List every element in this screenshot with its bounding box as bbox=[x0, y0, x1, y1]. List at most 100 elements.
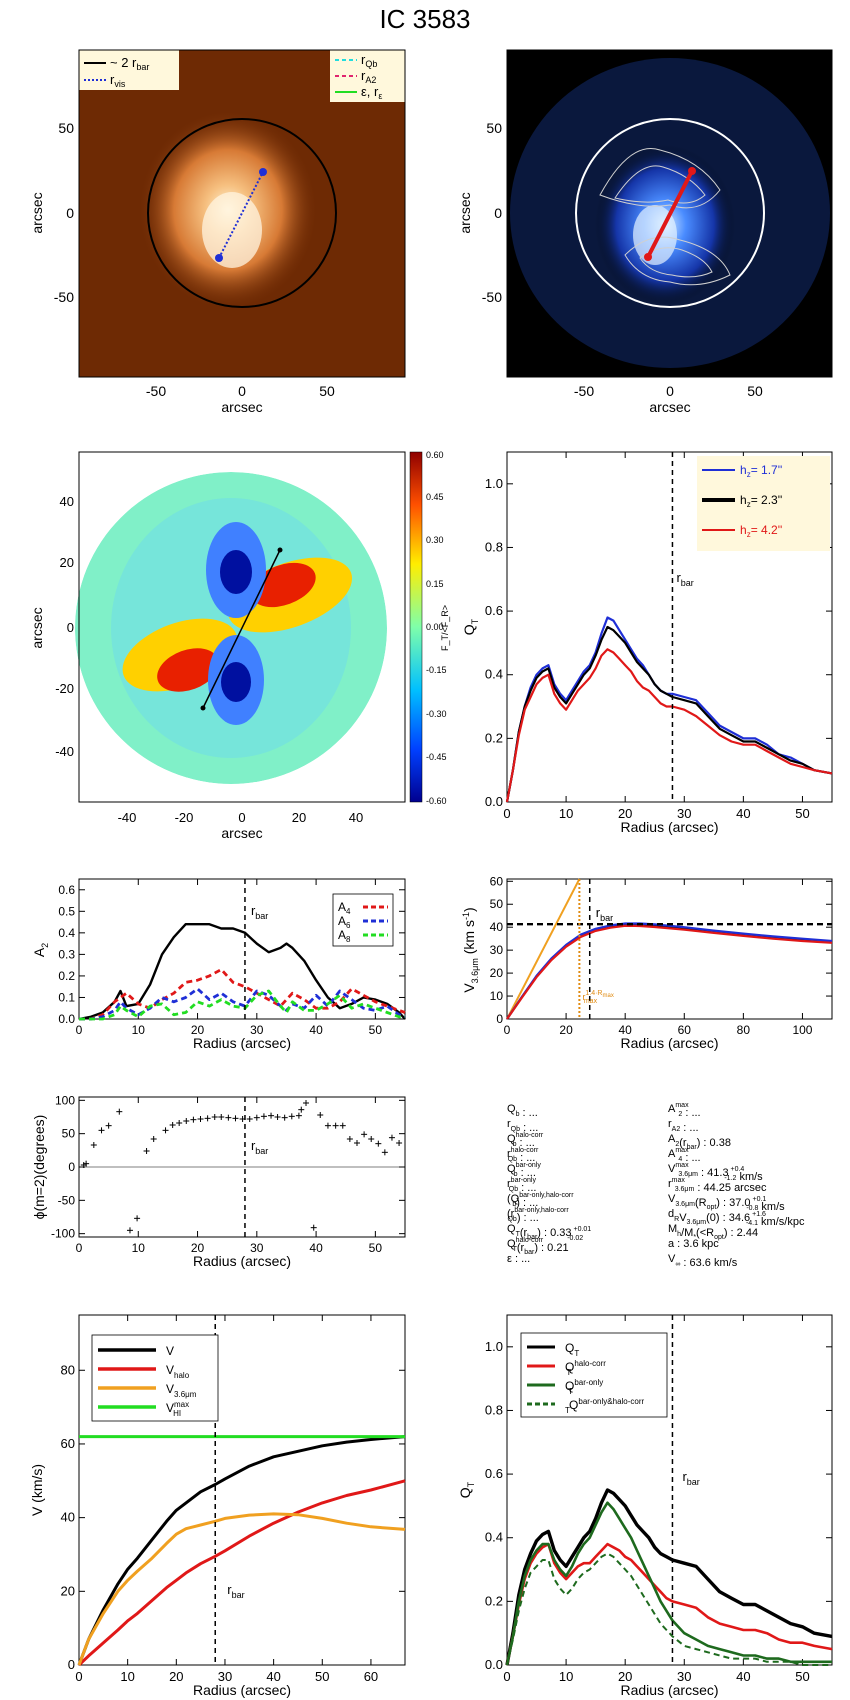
legend-label-sub: 8 bbox=[346, 935, 351, 944]
parameter-arg-sub: opt bbox=[714, 1234, 724, 1241]
rvis-endpoint bbox=[215, 254, 223, 262]
y-tick-label: 0.0 bbox=[485, 1657, 503, 1672]
parameter-name: Q bbox=[507, 1163, 516, 1175]
x-tick-label: 50 bbox=[369, 1241, 383, 1255]
parameter-error-down: -0.02 bbox=[567, 1235, 583, 1242]
colorbar-label: F_T/<F_R> bbox=[440, 605, 450, 651]
legend-label-main: h bbox=[740, 493, 747, 507]
two-rbar-circle bbox=[575, 118, 765, 308]
data-point bbox=[246, 1116, 253, 1122]
rbar-label-sub: bar bbox=[600, 913, 613, 923]
parameter-arg: ) bbox=[537, 1227, 541, 1239]
colorbar-tick: -0.45 bbox=[426, 752, 447, 762]
rbar-label: rbar bbox=[251, 1138, 268, 1156]
data-point bbox=[295, 1112, 302, 1119]
legend-label-main: A bbox=[338, 914, 346, 928]
parameter-row: (Qbar-only,halo-corr b) : ... bbox=[507, 1192, 574, 1209]
parameter-row: Qhalo-corr b : ... bbox=[507, 1132, 544, 1149]
parameter-value: : ... bbox=[680, 1122, 698, 1134]
x-tick-label: 30 bbox=[250, 1023, 264, 1037]
legend-label-sup: halo-corr bbox=[574, 1359, 606, 1368]
panel-qt-corrections: 0 10 20 30 40 50 0.0 0.2 0.4 0.6 0.8 1.0 Radius (arc… bbox=[457, 1314, 833, 1698]
colorbar-tick: -0.15 bbox=[426, 665, 447, 675]
legend-box-left: ~ 2 rbar rvis bbox=[79, 50, 179, 90]
axes-frame bbox=[506, 878, 833, 1020]
parameter-value: : 63.6 km/s bbox=[680, 1257, 737, 1269]
y-tick-label: 0 bbox=[68, 1657, 75, 1672]
x-tick-label: 80 bbox=[737, 1023, 751, 1037]
x-axis-label: Radius (arcsec) bbox=[193, 1253, 291, 1269]
x-tick-label: 0 bbox=[238, 810, 245, 825]
parameter-arg: ) bbox=[534, 1242, 538, 1254]
parameter-value: : ... bbox=[512, 1253, 530, 1265]
parameter-row: rbar-only Qb : ... bbox=[507, 1177, 536, 1194]
parameter-arg: (r bbox=[517, 1242, 525, 1254]
x-tick-label: 60 bbox=[364, 1669, 378, 1684]
x-tick-label: 60 bbox=[678, 1023, 692, 1037]
data-point bbox=[310, 1224, 317, 1231]
legend-label-main: Q bbox=[569, 1398, 578, 1412]
data-point bbox=[361, 1131, 368, 1138]
legend-label-sub: 6 bbox=[346, 921, 351, 930]
y-axis-label-main: A bbox=[31, 947, 47, 957]
svg-text:rA2: rA2 bbox=[361, 68, 376, 85]
y-tick-label: 0.2 bbox=[485, 730, 503, 745]
legend-label: r bbox=[361, 52, 366, 67]
linear-rise-line bbox=[506, 878, 581, 1020]
rmax-label-main: r bbox=[582, 992, 585, 1002]
legend-label-sub: z bbox=[747, 530, 751, 539]
legend-label-main: A bbox=[338, 900, 346, 914]
bar-axis-line bbox=[646, 170, 694, 258]
parameter-arg-sub: bar bbox=[524, 1249, 535, 1256]
data-point bbox=[211, 1114, 218, 1120]
rbar-label-sub: bar bbox=[681, 578, 694, 588]
data-point bbox=[232, 1115, 239, 1122]
parameter-name: d bbox=[668, 1208, 674, 1220]
data-point bbox=[90, 1142, 97, 1148]
x-tick-label: 10 bbox=[132, 1023, 146, 1037]
parameter-value: : 0.21 bbox=[538, 1242, 569, 1254]
parameter-sup: bar-only,halo-corr bbox=[519, 1192, 574, 1199]
y-tick-label: 30 bbox=[490, 943, 504, 957]
colorbar-tick: -0.30 bbox=[426, 709, 447, 719]
y-tick-label: 50 bbox=[58, 120, 74, 136]
legend-sub: ε bbox=[378, 91, 382, 101]
x-tick-label: 30 bbox=[218, 1669, 232, 1684]
parameter-name: r bbox=[511, 1208, 515, 1220]
colorbar-tick: 0.60 bbox=[426, 450, 444, 460]
y-tick-labels: 50 0 -50 bbox=[482, 120, 502, 305]
legend-label-sub: 4 bbox=[346, 907, 351, 916]
axes-frame bbox=[506, 451, 833, 803]
parameter-arg-sub: * bbox=[693, 1234, 696, 1241]
parameter-value: : 37.0 bbox=[720, 1197, 751, 1209]
axes-frame bbox=[506, 49, 833, 378]
y-tick-label: 1.0 bbox=[485, 476, 503, 491]
panel-image-orange: ~ 2 rbar rvis rQb rA2 ε, rε -50 0 50 50 … bbox=[29, 49, 406, 415]
colorbar-ticks: 0.60 0.45 0.30 0.15 0.00 -0.15 -0.30 -0.… bbox=[426, 450, 447, 806]
parameter-sub: 3.6μm bbox=[675, 1201, 695, 1208]
y-tick-label: 0.2 bbox=[485, 1593, 503, 1608]
data-point bbox=[274, 1114, 281, 1120]
parameter-arg: V bbox=[679, 1212, 687, 1224]
x-tick-label: 50 bbox=[369, 1023, 383, 1037]
parameter-value: : 0.38 bbox=[700, 1137, 731, 1149]
y-axis-label: arcsec bbox=[29, 607, 45, 648]
panel-parameters: Qb : ...rQb : ...Qhalo-corr b : ...rhalo-… bbox=[507, 1102, 805, 1269]
parameter-unit: km/s bbox=[736, 1171, 763, 1183]
parameter-name: r bbox=[507, 1178, 511, 1190]
x-tick-label: 50 bbox=[319, 383, 335, 399]
legend-label: ε, r bbox=[361, 84, 379, 99]
y-tick-label: 100 bbox=[55, 1093, 75, 1107]
x-axis-label: arcsec bbox=[221, 825, 262, 841]
y-tick-label: 0.1 bbox=[58, 990, 75, 1004]
data-point bbox=[381, 1149, 388, 1156]
x-axis-label: Radius (arcsec) bbox=[193, 1035, 291, 1051]
rbar-label: rbar bbox=[227, 1582, 244, 1600]
parameter-name: V bbox=[668, 1193, 676, 1205]
rbar-label: rbar bbox=[596, 905, 613, 923]
amplitude-line bbox=[78, 923, 406, 1021]
parameter-name: r bbox=[668, 1118, 672, 1130]
parameter-value: : ... bbox=[520, 1197, 538, 1209]
y-axis-label-part: ) bbox=[461, 907, 477, 912]
y-axis-label-sup: -1 bbox=[461, 912, 471, 920]
